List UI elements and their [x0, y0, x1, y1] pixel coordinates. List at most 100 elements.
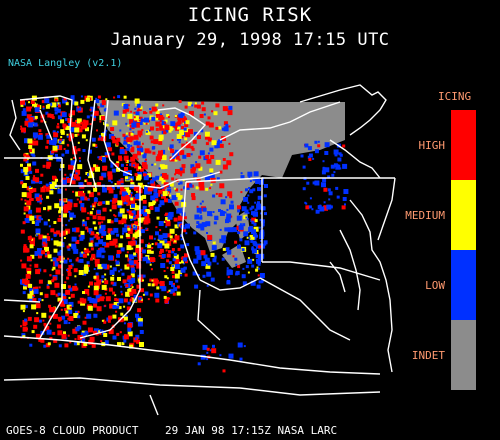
icing-pixel: [149, 278, 153, 282]
icing-pixel: [87, 173, 90, 177]
icing-pixel: [105, 296, 111, 302]
icing-pixel: [324, 151, 329, 155]
icing-pixel: [184, 253, 188, 258]
icing-pixel: [142, 118, 145, 122]
icing-pixel: [49, 322, 52, 325]
icing-pixel: [305, 205, 310, 210]
icing-pixel: [133, 116, 136, 119]
icing-pixel: [110, 181, 113, 184]
icing-pixel: [127, 301, 131, 305]
icing-pixel: [41, 218, 43, 221]
icing-pixel: [223, 126, 229, 132]
icing-pixel: [102, 201, 106, 205]
icing-pixel: [200, 250, 206, 256]
icing-pixel: [92, 117, 96, 121]
icing-pixel: [264, 212, 267, 216]
icing-pixel: [198, 166, 203, 171]
icing-pixel: [88, 192, 94, 198]
icing-pixel: [47, 280, 52, 285]
icing-pixel: [61, 333, 67, 339]
icing-pixel: [126, 137, 132, 143]
icing-pixel: [66, 133, 69, 136]
icing-pixel: [122, 214, 128, 220]
icing-pixel: [57, 297, 62, 302]
icing-pixel: [79, 258, 84, 263]
icing-pixel: [149, 135, 154, 140]
icing-pixel: [44, 246, 49, 252]
icing-pixel: [159, 164, 165, 170]
icing-pixel: [153, 188, 158, 193]
icing-pixel: [171, 195, 177, 201]
icing-pixel: [74, 310, 79, 315]
icing-pixel: [137, 229, 140, 232]
icing-pixel: [95, 298, 100, 303]
icing-pixel: [160, 263, 166, 268]
icing-pixel: [176, 291, 181, 296]
icing-pixel: [227, 217, 230, 220]
icing-pixel: [45, 236, 51, 242]
icing-pixel: [88, 149, 92, 154]
icing-pixel: [131, 122, 137, 128]
icing-pixel: [123, 322, 126, 325]
icing-pixel: [228, 105, 233, 110]
icing-pixel: [133, 223, 136, 226]
icing-pixel: [57, 217, 62, 222]
icing-pixel: [20, 259, 23, 262]
icing-pixel: [80, 332, 86, 338]
icing-pixel: [118, 157, 123, 162]
icing-pixel: [26, 267, 32, 273]
icing-pixel: [206, 232, 208, 234]
icing-pixel: [160, 173, 163, 176]
icing-pixel: [93, 197, 98, 202]
icing-pixel: [58, 210, 62, 214]
icing-pixel: [51, 279, 55, 283]
icing-pixel: [135, 223, 141, 228]
icing-pixel: [31, 221, 35, 224]
icing-pixel: [89, 281, 93, 286]
icing-pixel: [143, 212, 148, 217]
icing-pixel: [168, 297, 171, 300]
icing-pixel: [167, 214, 173, 220]
icing-pixel: [189, 184, 193, 188]
icing-pixel: [86, 181, 90, 185]
icing-pixel: [170, 267, 175, 271]
icing-pixel: [256, 258, 261, 264]
icing-pixel: [260, 219, 265, 224]
icing-pixel: [126, 225, 130, 229]
icing-pixel: [29, 170, 33, 174]
icing-pixel: [28, 283, 33, 288]
icing-pixel: [123, 155, 129, 161]
icing-pixel: [29, 198, 31, 201]
icing-pixel: [38, 234, 44, 240]
icing-pixel: [77, 106, 80, 109]
icing-pixel: [42, 105, 45, 108]
icing-pixel: [218, 126, 222, 130]
icing-pixel: [158, 234, 164, 240]
icing-pixel: [167, 233, 172, 238]
icing-pixel: [168, 261, 172, 265]
icing-pixel: [153, 139, 159, 145]
icing-pixel: [182, 154, 187, 159]
icing-pixel: [148, 202, 154, 208]
icing-pixel: [149, 235, 153, 240]
icing-pixel: [209, 168, 214, 173]
icing-pixel: [206, 347, 210, 351]
icing-pixel: [97, 215, 102, 220]
icing-pixel: [71, 180, 76, 185]
icing-pixel: [149, 206, 154, 210]
icing-pixel: [129, 298, 133, 302]
icing-pixel: [120, 180, 124, 184]
icing-pixel: [247, 171, 253, 177]
icing-pixel: [123, 200, 128, 205]
icing-pixel: [181, 126, 184, 129]
icing-pixel: [84, 330, 89, 335]
icing-pixel: [170, 149, 175, 154]
icing-pixel: [31, 304, 37, 310]
icing-pixel: [228, 125, 231, 128]
icing-pixel: [22, 322, 27, 327]
icing-pixel: [67, 272, 72, 277]
icing-pixel: [55, 178, 58, 182]
icing-pixel: [100, 132, 104, 136]
icing-pixel: [156, 216, 160, 220]
icing-pixel: [41, 100, 45, 104]
